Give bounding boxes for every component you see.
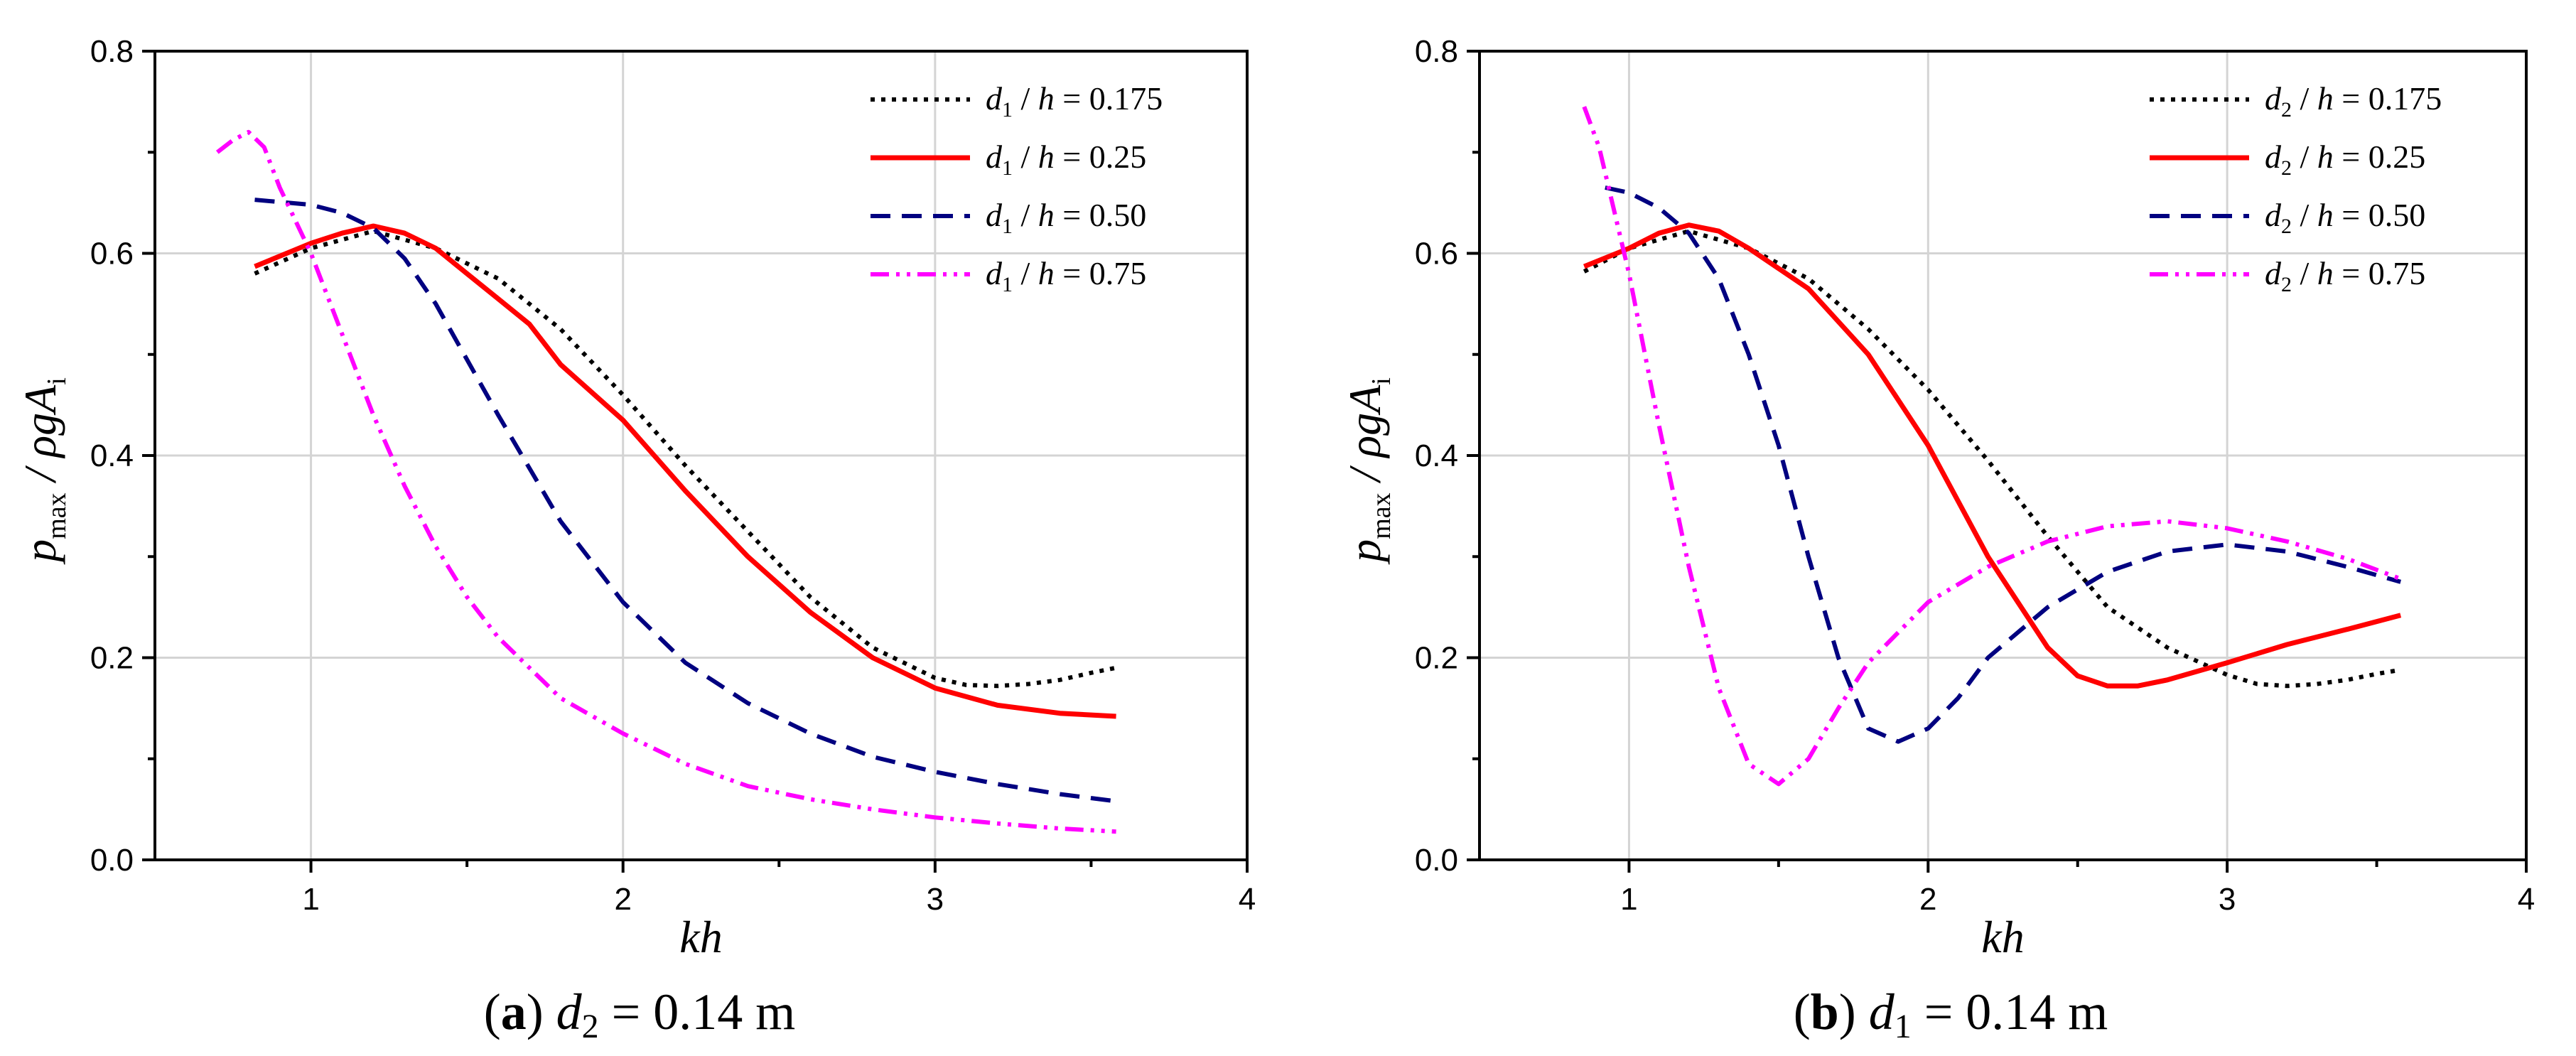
chart-a-series-2-line: [254, 223, 1116, 719]
chart-a-series-1-line: [254, 229, 1117, 689]
chart-a-legend-entry-1: d1 / h = 0.175: [986, 80, 1163, 122]
chart-b-xtick-label-1: 1: [1620, 882, 1637, 917]
chart-a-xtick-label-2: 2: [614, 882, 631, 917]
chart-a-legend-entry-4: d1 / h = 0.75: [986, 255, 1146, 296]
chart-a: 1 2 3 4 0.0 0.2 0.4 0.6 0.8 kh pmax / ρgAi d1 / h =…: [15, 34, 1256, 1045]
chart-a-ytick-label-0.2: 0.2: [90, 641, 134, 676]
chart-b-caption: (b) d1 = 0.14 m: [1794, 984, 2108, 1045]
chart-b: 1 2 3 4 0.0 0.2 0.4 0.6 0.8 kh pmax / ρgAi d2 / h =…: [1340, 34, 2535, 1045]
chart-a-legend-entry-2: d1 / h = 0.25: [986, 139, 1146, 180]
chart-b-ytick-label-0.0: 0.0: [1415, 843, 1458, 878]
chart-a-y-axis-label: pmax / ρgAi: [15, 377, 72, 565]
chart-b-legend-entry-3: d2 / h = 0.50: [2265, 197, 2425, 238]
chart-b-series-4-line: [1582, 106, 2402, 787]
chart-b-legend-entry-1: d2 / h = 0.175: [2265, 80, 2442, 122]
chart-b-xtick-label-4: 4: [2518, 882, 2535, 917]
chart-a-series-4-line: [215, 129, 1116, 834]
chart-a-xtick-label-4: 4: [1239, 882, 1256, 917]
chart-b-series-2-line: [1583, 222, 2402, 689]
chart-a-legend: d1 / h = 0.175 d1 / h = 0.25 d1 / h = 0.50…: [871, 80, 1163, 296]
chart-b-ytick-label-0.6: 0.6: [1415, 237, 1458, 271]
chart-a-ytick-label-0.8: 0.8: [90, 34, 134, 69]
chart-a-legend-entry-3: d1 / h = 0.50: [986, 197, 1146, 238]
chart-b-legend: d2 / h = 0.175 d2 / h = 0.25 d2 / h = 0.50…: [2150, 80, 2442, 296]
chart-a-xtick-label-3: 3: [927, 882, 944, 917]
chart-a-ytick-label-0.6: 0.6: [90, 237, 134, 271]
chart-a-xtick-label-1: 1: [302, 882, 319, 917]
chart-b-legend-entry-2: d2 / h = 0.25: [2265, 139, 2425, 180]
chart-b-ytick-label-0.8: 0.8: [1415, 34, 1458, 69]
chart-b-xtick-label-3: 3: [2219, 882, 2236, 917]
chart-b-y-axis-label: pmax / ρgAi: [1340, 377, 1396, 565]
chart-b-series-3-line: [1605, 185, 2402, 744]
chart-b-ytick-label-0.4: 0.4: [1415, 438, 1458, 473]
chart-a-ytick-label-0.0: 0.0: [90, 843, 134, 878]
chart-b-xtick-label-2: 2: [1919, 882, 1936, 917]
chart-a-ytick-label-0.4: 0.4: [90, 438, 134, 473]
chart-b-legend-entry-4: d2 / h = 0.75: [2265, 255, 2425, 296]
chart-b-series-1-line: [1583, 229, 2401, 689]
chart-a-caption: (a) d2 = 0.14 m: [484, 984, 796, 1045]
chart-b-x-axis-label: kh: [1981, 912, 2024, 962]
chart-a-x-axis-label: kh: [679, 912, 722, 962]
chart-b-ytick-label-0.2: 0.2: [1415, 641, 1458, 676]
chart-a-series-3-line: [254, 198, 1116, 804]
